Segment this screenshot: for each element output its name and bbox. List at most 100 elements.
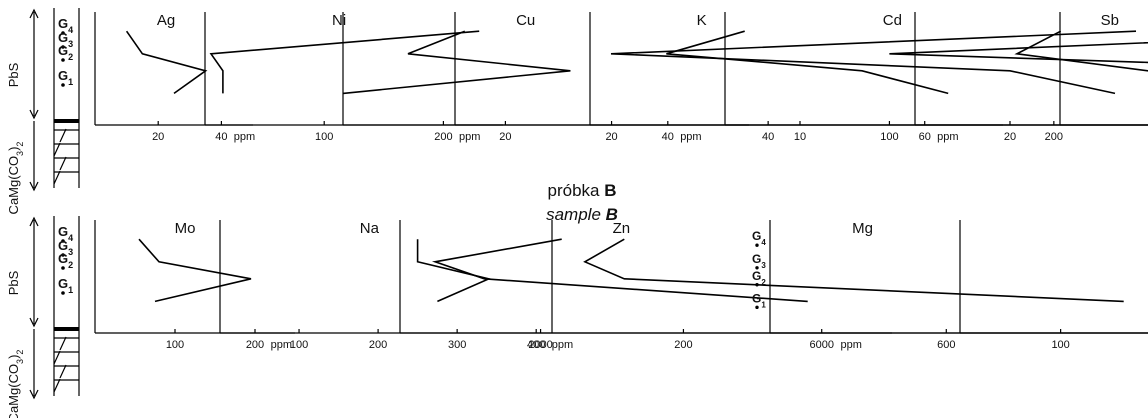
profile-line bbox=[416, 239, 492, 303]
profile-line bbox=[431, 238, 808, 303]
profile-line bbox=[610, 30, 1137, 95]
panel-sb: Sb100200300400500ppm bbox=[724, 12, 1148, 143]
stratigraphic-columns: PbSCaMg(CO3)2G4G3G2G1PbSCaMg(CO3)2G4G3G2… bbox=[6, 8, 80, 418]
dolomite-tick bbox=[59, 336, 67, 351]
sample-label-g1: G1 bbox=[58, 68, 73, 87]
profile-line bbox=[138, 238, 252, 303]
dolomite-tick bbox=[59, 156, 67, 171]
sample-label-g3: G3 bbox=[752, 252, 766, 270]
x-tick-label: 10 bbox=[794, 131, 806, 143]
sample-dot bbox=[61, 58, 65, 62]
x-tick-label: 200 bbox=[246, 339, 264, 351]
x-tick-label: 20 bbox=[499, 131, 511, 143]
caption-line-1: próbka B bbox=[548, 181, 617, 200]
sample-label-g1: G1 bbox=[752, 291, 766, 309]
x-tick-label: 2000 bbox=[528, 339, 552, 351]
x-tick-label: 60 bbox=[919, 131, 931, 143]
x-tick-label: 40 bbox=[662, 131, 674, 143]
panel-k: K 20 40 60 ppm bbox=[454, 12, 1003, 143]
panel-mo: Mo 100 200 ppm bbox=[94, 220, 295, 351]
panel-mn: Mn2040ppm bbox=[1059, 12, 1148, 126]
x-unit-label: ppm bbox=[680, 131, 701, 143]
panel-ag: Ag 20 40 ppm bbox=[94, 12, 255, 143]
panel-title: Mo bbox=[175, 220, 196, 237]
panel-title: Zn bbox=[613, 220, 631, 237]
x-tick-label: 300 bbox=[448, 339, 466, 351]
sample-dot bbox=[61, 83, 65, 87]
arrow-head-down bbox=[29, 317, 39, 328]
caption-line-2: sample B bbox=[546, 205, 618, 224]
sample-dot bbox=[755, 243, 759, 247]
x-tick-label: 100 bbox=[290, 339, 308, 351]
x-tick-label: 100 bbox=[315, 131, 333, 143]
contact-bar bbox=[54, 119, 79, 123]
dolomite-tick bbox=[53, 142, 61, 157]
x-tick-label: 40 bbox=[215, 131, 227, 143]
x-unit-label: ppm bbox=[234, 131, 255, 143]
x-tick-label: 40 bbox=[762, 131, 774, 143]
profile-line bbox=[1014, 30, 1148, 72]
dolomite-tick bbox=[53, 170, 61, 185]
panel-title: Mg bbox=[852, 220, 873, 237]
x-tick-label: 200 bbox=[674, 339, 692, 351]
arrow-head-up bbox=[29, 8, 39, 19]
panel-t-p: Tp100200300°CG4G3G2G1 bbox=[752, 220, 1148, 351]
dolomite-tick bbox=[59, 364, 67, 379]
x-unit-label: ppm bbox=[841, 339, 862, 351]
sample-dot bbox=[61, 253, 65, 257]
x-tick-label: 200 bbox=[369, 339, 387, 351]
zone-label-dolomite: CaMg(CO3)2 bbox=[6, 142, 25, 215]
panel-mg: Mg2006001000ppm bbox=[551, 220, 1148, 351]
panel-title: K bbox=[697, 12, 707, 29]
x-unit-label: ppm bbox=[937, 131, 958, 143]
sample-label-g2: G2 bbox=[752, 269, 766, 287]
profile-line bbox=[666, 30, 949, 95]
sample-dot bbox=[61, 266, 65, 270]
panel-title: Ag bbox=[157, 12, 175, 29]
arrow-head-down bbox=[29, 109, 39, 120]
panel-title: Cd bbox=[883, 12, 902, 29]
panel-ni: Ni 100 200 ppm bbox=[204, 12, 503, 143]
contact-bar bbox=[54, 327, 79, 331]
sample-dot bbox=[755, 266, 759, 270]
panel-title: Ni bbox=[332, 12, 346, 29]
x-tick-label: 600 bbox=[937, 339, 955, 351]
profile-line bbox=[889, 41, 1148, 64]
x-tick-label: 100 bbox=[1051, 339, 1069, 351]
x-tick-label: 20 bbox=[605, 131, 617, 143]
profile-line bbox=[209, 30, 480, 94]
x-tick-label: 200 bbox=[1045, 131, 1063, 143]
x-tick-label: 200 bbox=[434, 131, 452, 143]
dolomite-tick bbox=[59, 128, 67, 143]
dolomite-tick bbox=[53, 350, 61, 365]
sample-dot bbox=[61, 291, 65, 295]
x-tick-label: 20 bbox=[1004, 131, 1016, 143]
panel-title: Na bbox=[360, 220, 380, 237]
x-tick-label: 400 bbox=[527, 339, 545, 351]
panel-na: Na 100 200 300 400 ppm bbox=[219, 220, 573, 351]
panel-title: Cu bbox=[516, 12, 535, 29]
x-unit-label: ppm bbox=[271, 339, 292, 351]
x-tick-label: 100 bbox=[880, 131, 898, 143]
x-tick-label: 100 bbox=[166, 339, 184, 351]
panel-t-max: Tmax100200300°C bbox=[959, 220, 1148, 334]
panel-title: Sb bbox=[1101, 12, 1119, 29]
sample-dot bbox=[61, 239, 65, 243]
arrow-head-up bbox=[29, 216, 39, 227]
sample-dot bbox=[755, 305, 759, 310]
panel-cd: Cd102030ppm bbox=[589, 12, 1148, 143]
zone-label-dolomite: CaMg(CO3)2 bbox=[6, 350, 25, 418]
panel-cu: Cu 20 40 ppm bbox=[342, 12, 749, 143]
x-tick-label: 6000 bbox=[809, 339, 833, 351]
profile-line bbox=[342, 30, 571, 95]
sample-dot bbox=[61, 45, 65, 49]
profile-line bbox=[583, 238, 1124, 303]
profile-line bbox=[125, 30, 208, 95]
x-unit-label: ppm bbox=[552, 339, 573, 351]
zone-label-pbs: PbS bbox=[6, 62, 21, 87]
dolomite-tick bbox=[53, 378, 61, 393]
